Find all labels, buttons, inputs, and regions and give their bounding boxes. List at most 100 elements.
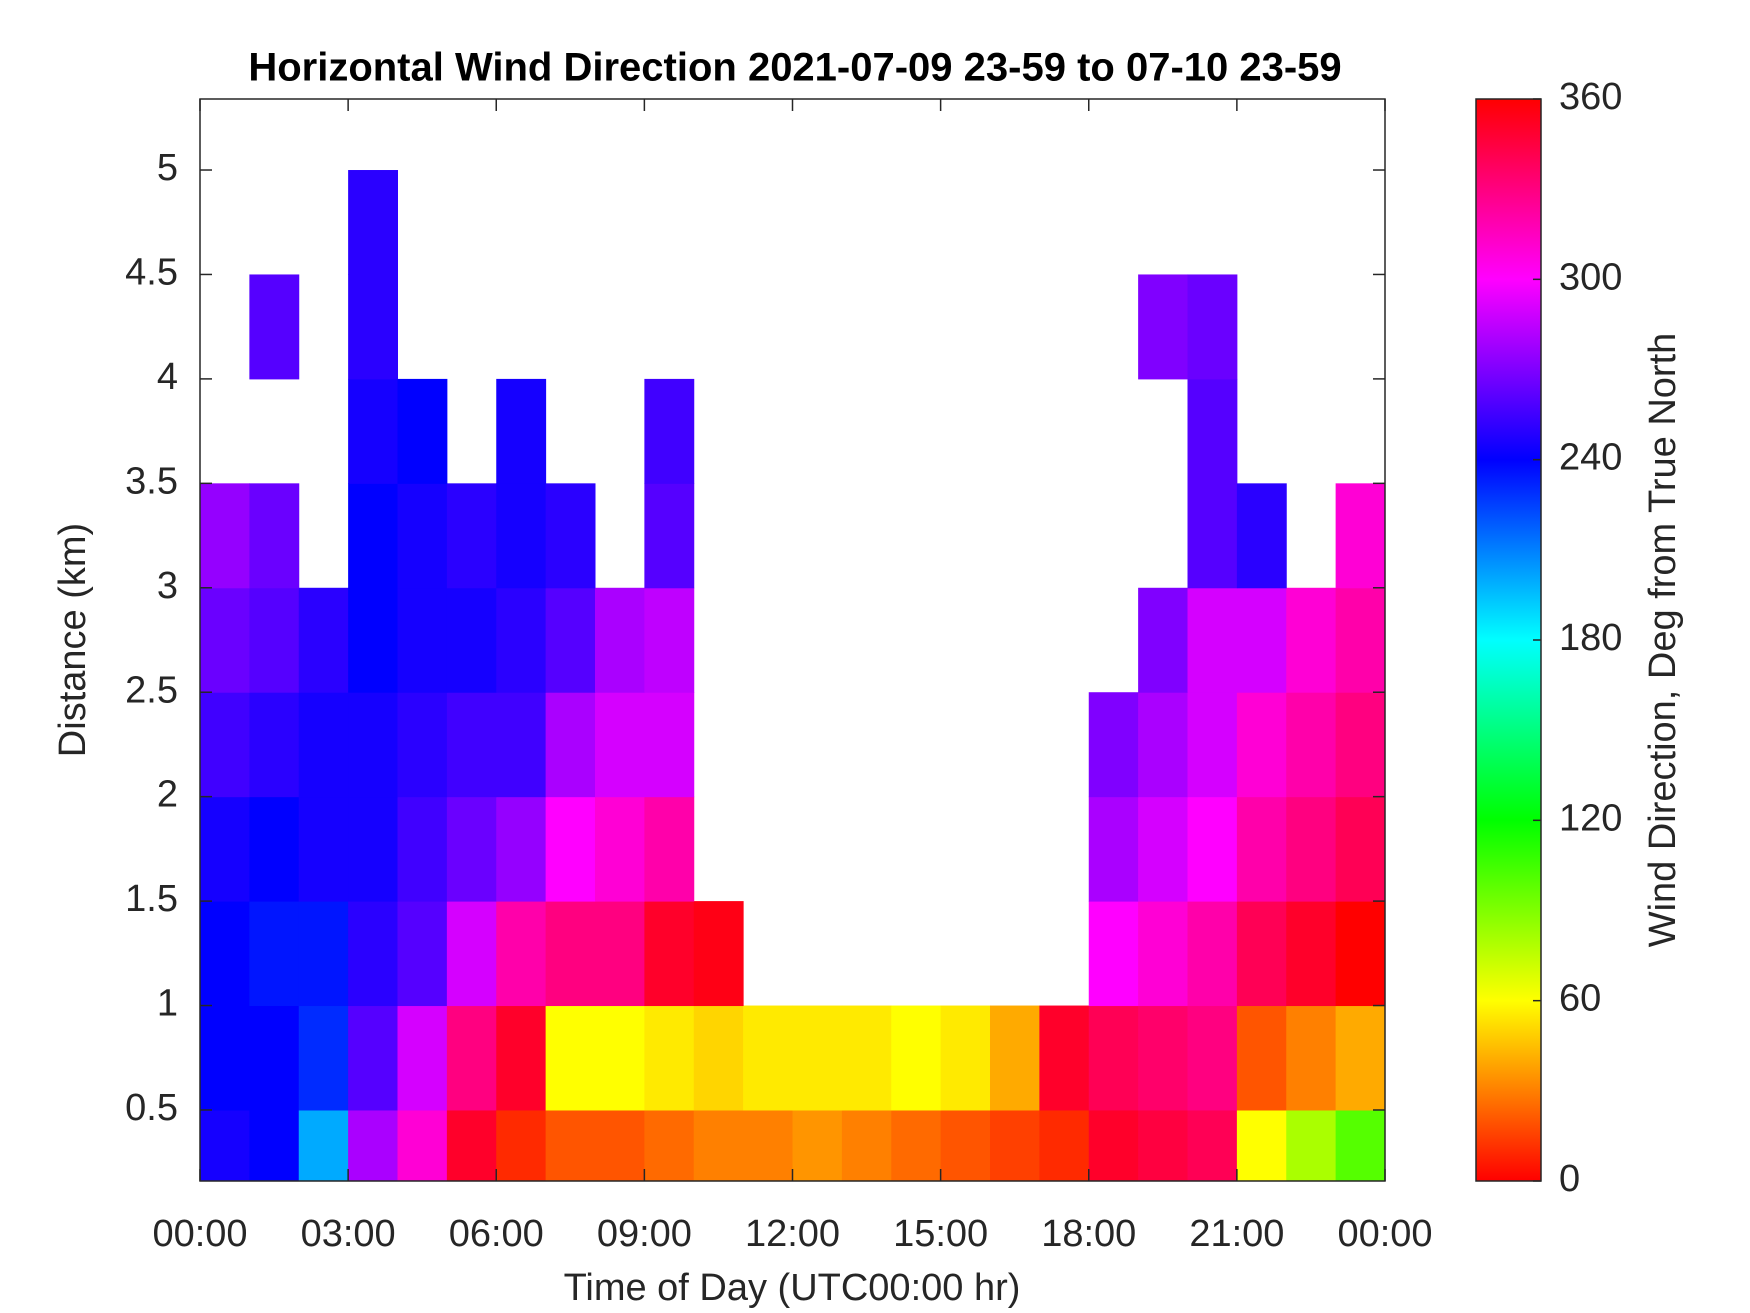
heat-cell	[545, 796, 596, 902]
x-tick-label: 00:00	[1337, 1213, 1432, 1255]
heat-cell	[693, 1109, 744, 1182]
heat-cell	[397, 378, 448, 484]
heat-cell	[1335, 1109, 1386, 1182]
heat-cell	[792, 1005, 843, 1111]
heat-cell	[446, 901, 497, 1007]
y-tick-label: 4	[157, 356, 178, 398]
heat-cell	[1187, 901, 1238, 1007]
heat-cell	[545, 483, 596, 589]
heat-cell	[1335, 692, 1386, 798]
heat-cell	[397, 796, 448, 902]
heat-cell	[1039, 1109, 1090, 1182]
heat-cell	[200, 796, 250, 902]
heat-cell	[298, 587, 349, 693]
heat-cell	[743, 1109, 793, 1182]
x-tick-label: 06:00	[449, 1213, 544, 1255]
x-axis-label: Time of Day (UTC00:00 hr)	[564, 1267, 1021, 1309]
heat-cell	[1187, 274, 1238, 380]
heat-cell	[446, 796, 497, 902]
heat-cell	[990, 1109, 1040, 1182]
heat-cell	[249, 796, 300, 902]
heat-cell	[348, 692, 398, 798]
heat-cell	[496, 1005, 547, 1111]
heat-cell	[1236, 796, 1287, 902]
heat-cell	[348, 1005, 398, 1111]
heat-cell	[1286, 796, 1337, 902]
x-tick-label: 18:00	[1041, 1213, 1136, 1255]
heat-cell	[990, 1005, 1040, 1111]
heat-cell	[348, 587, 398, 693]
heat-cell	[1236, 692, 1287, 798]
heat-cell	[200, 901, 250, 1007]
heat-cell	[644, 587, 695, 693]
heat-cell	[298, 1005, 349, 1111]
heat-cell	[1236, 901, 1287, 1007]
heat-cell	[1138, 274, 1188, 380]
y-tick-label: 3.5	[125, 460, 178, 502]
heat-cell	[200, 587, 250, 693]
heat-cell	[446, 483, 497, 589]
y-tick-label: 5	[157, 147, 178, 189]
heat-cell	[1236, 483, 1287, 589]
y-axis-label: Distance (km)	[52, 523, 94, 757]
heat-cell	[348, 170, 398, 275]
heat-cell	[397, 901, 448, 1007]
heat-cell	[595, 901, 645, 1007]
heat-cell	[1335, 587, 1386, 693]
heat-cell	[1335, 901, 1386, 1007]
heat-cell	[496, 1109, 547, 1182]
heat-cell	[298, 796, 349, 902]
heat-cell	[200, 1109, 250, 1182]
heat-cell	[1286, 692, 1337, 798]
heat-cell	[743, 1005, 793, 1111]
heat-cell	[841, 1005, 892, 1111]
heat-cell	[1088, 901, 1139, 1007]
heat-cell	[891, 1005, 942, 1111]
heat-cell	[644, 692, 695, 798]
heat-cell	[693, 1005, 744, 1111]
heat-cell	[348, 901, 398, 1007]
x-tick-label: 21:00	[1189, 1213, 1284, 1255]
heat-cell	[249, 1005, 300, 1111]
heat-cell	[1286, 1005, 1337, 1111]
heat-cell	[496, 901, 547, 1007]
heat-cell	[595, 1005, 645, 1111]
y-tick-label: 3	[157, 565, 178, 607]
heat-cell	[545, 587, 596, 693]
heat-cell	[1187, 483, 1238, 589]
colorbar	[1475, 98, 1542, 1182]
heat-cell	[249, 1109, 300, 1182]
heat-cell	[1286, 587, 1337, 693]
heat-cell	[1088, 692, 1139, 798]
y-tick-label: 2	[157, 774, 178, 816]
heat-cell	[940, 1109, 991, 1182]
heat-cell	[841, 1109, 892, 1182]
heat-cell	[348, 483, 398, 589]
heat-cell	[1187, 1109, 1238, 1182]
heat-cell	[644, 901, 695, 1007]
heat-cell	[249, 901, 300, 1007]
heat-cell	[348, 1109, 398, 1182]
heat-cell	[1236, 1005, 1287, 1111]
y-tick-label: 1.5	[125, 878, 178, 920]
heat-cell	[496, 587, 547, 693]
colorbar-tick-label: 360	[1559, 76, 1622, 118]
heat-cell	[595, 692, 645, 798]
heat-cell	[1335, 796, 1386, 902]
colorbar-tick-label: 0	[1559, 1158, 1580, 1200]
heat-cell	[1187, 378, 1238, 484]
heat-cell	[249, 587, 300, 693]
heat-cell	[200, 483, 250, 589]
heat-cell	[397, 692, 448, 798]
heat-cell	[496, 483, 547, 589]
heat-cell	[397, 483, 448, 589]
heat-cell	[446, 1109, 497, 1182]
colorbar-label: Wind Direction, Deg from True North	[1642, 333, 1684, 948]
heat-cell	[1236, 587, 1287, 693]
heat-cell	[348, 796, 398, 902]
chart-title: Horizontal Wind Direction 2021-07-09 23-…	[248, 46, 1341, 90]
heat-cell	[1236, 1109, 1287, 1182]
heat-cell	[249, 274, 300, 380]
heat-cell	[200, 692, 250, 798]
heat-cell	[644, 378, 695, 484]
